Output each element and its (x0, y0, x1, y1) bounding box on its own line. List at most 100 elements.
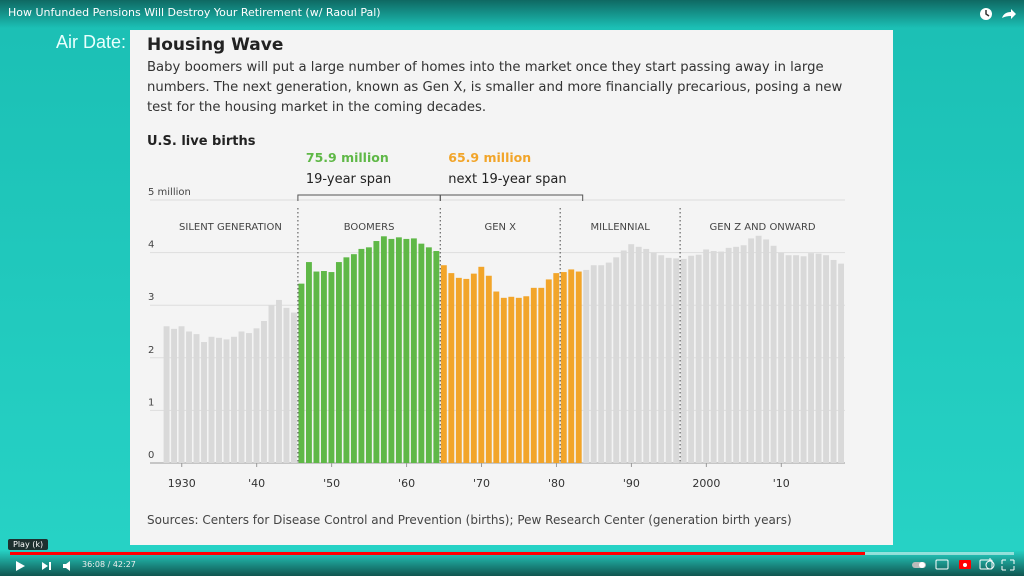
generation-label: BOOMERS (344, 222, 395, 233)
x-tick-label: '70 (473, 477, 490, 490)
chart-subtitle: Baby boomers will put a large number of … (147, 60, 843, 115)
bar (725, 247, 732, 463)
bar (560, 272, 567, 463)
bar (276, 299, 282, 463)
chart-title: Housing Wave (147, 35, 284, 55)
bar (815, 253, 822, 463)
bar (365, 247, 372, 463)
generation-label: GEN X (484, 222, 516, 233)
generation-label: MILLENNIAL (590, 222, 650, 233)
bar (733, 246, 740, 463)
generation-label: SILENT GENERATION (179, 222, 282, 233)
bar (410, 238, 417, 463)
span-bracket (439, 194, 584, 201)
progress-remaining[interactable] (865, 552, 1014, 555)
bar (283, 307, 290, 463)
bar (463, 278, 470, 463)
bar (838, 263, 844, 463)
top-icons[interactable] (978, 6, 1018, 22)
x-tick-label: '40 (248, 477, 265, 490)
video-title[interactable]: How Unfunded Pensions Will Destroy Your … (8, 6, 381, 19)
bar (800, 256, 807, 463)
source: Sources: Centers for Disease Control and… (147, 513, 792, 527)
bar (231, 336, 237, 463)
bar (628, 244, 635, 463)
bar (530, 287, 537, 463)
generation-label: GEN Z AND ONWARD (709, 222, 815, 233)
highlight-total: 75.9 million (306, 150, 389, 165)
x-tick-label: '10 (773, 477, 790, 490)
bar (343, 257, 350, 463)
highlight-span: next 19-year span (448, 172, 566, 187)
bar (418, 243, 425, 463)
bar (553, 273, 560, 463)
bar (748, 238, 755, 463)
bar (246, 333, 252, 463)
bar (403, 238, 410, 463)
bar (485, 275, 492, 463)
highlight-span: 19-year span (306, 172, 391, 187)
highlight-total: 65.9 million (448, 150, 531, 165)
right-controls[interactable] (910, 558, 1020, 572)
bar (268, 305, 275, 463)
bar (778, 252, 785, 463)
bar (358, 248, 365, 463)
bar (770, 245, 777, 463)
bar (688, 255, 695, 463)
bar (193, 334, 200, 463)
air-date: Air Date: (56, 32, 127, 52)
bar (523, 296, 530, 463)
y-axis-label: U.S. live births (147, 134, 256, 149)
bar (335, 262, 342, 463)
tooltip: Play (k) (8, 539, 49, 550)
bar (433, 251, 440, 463)
playback-buttons[interactable] (14, 559, 84, 573)
bar (395, 237, 402, 463)
x-tick-label: '50 (323, 477, 340, 490)
bar (350, 254, 357, 463)
bar (643, 248, 650, 463)
bar (178, 326, 185, 463)
bar (500, 297, 507, 463)
bar (680, 258, 687, 463)
x-tick-label: '60 (398, 477, 415, 490)
bar (568, 269, 575, 463)
bar (718, 251, 725, 463)
y-tick-label: 5 million (148, 187, 191, 198)
bar (313, 271, 320, 463)
bar (620, 250, 627, 463)
bar (470, 273, 477, 463)
bar (673, 258, 680, 463)
bar (590, 265, 597, 463)
bar (658, 255, 665, 463)
bar (763, 239, 770, 463)
bar (163, 326, 170, 463)
bar (583, 269, 590, 463)
bar (755, 235, 762, 463)
x-tick-label: 1930 (168, 477, 196, 490)
bar (785, 255, 792, 463)
y-tick-label: 4 (148, 240, 154, 251)
chart: 0 1 2 3 4 5 million 1930 '40 '50 '60 '70 '80 '90 2000… (148, 150, 845, 490)
bar (740, 245, 747, 463)
time-display: 36:08 / 42:27 (82, 560, 136, 569)
x-tick-label: 2000 (692, 477, 720, 490)
bar (598, 265, 605, 463)
bar (380, 236, 387, 463)
bar (291, 312, 297, 463)
bar (793, 255, 800, 463)
bar (253, 328, 260, 463)
bar (201, 342, 207, 463)
bar (455, 277, 462, 463)
bar (650, 252, 657, 463)
bar (298, 283, 305, 463)
x-tick-label: '80 (548, 477, 565, 490)
bar (575, 271, 582, 463)
bar (448, 273, 455, 463)
bar (238, 331, 245, 463)
bar (373, 241, 380, 463)
progress-played[interactable] (10, 552, 865, 555)
bar (425, 247, 432, 463)
bar (216, 337, 222, 463)
